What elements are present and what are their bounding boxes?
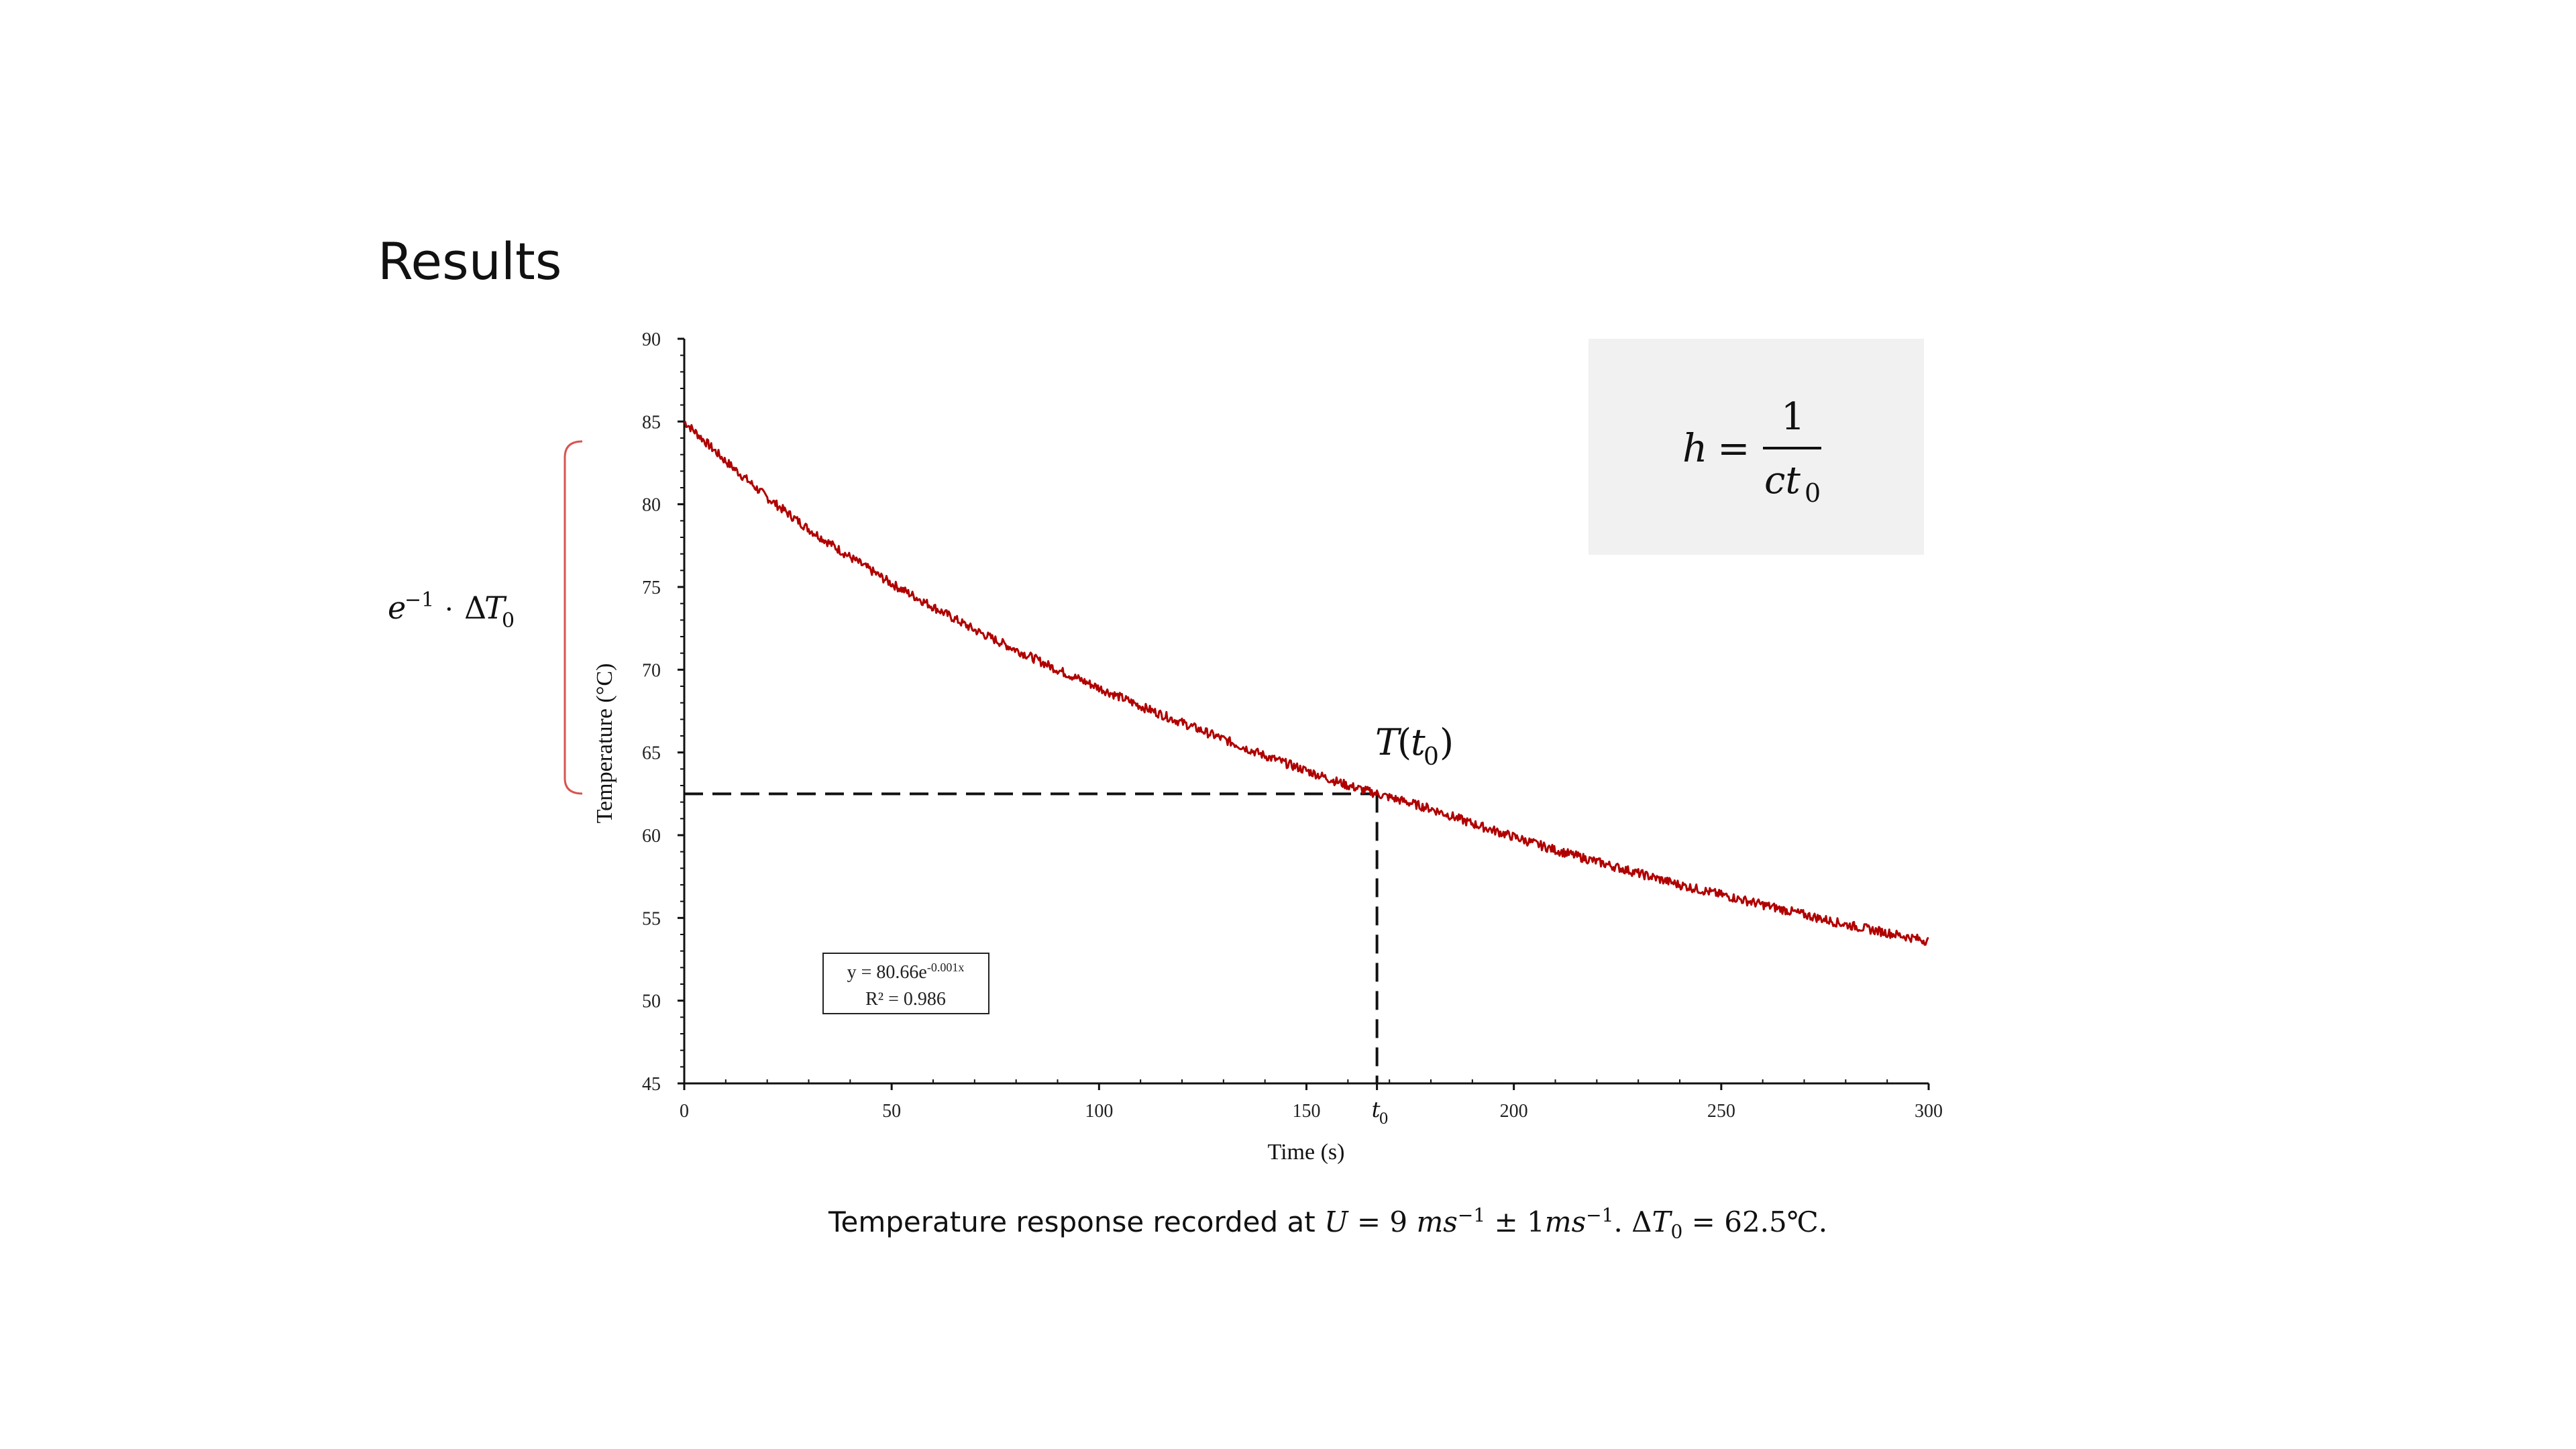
figure-caption: Temperature response recorded at U = 9 m… [828,1204,1828,1243]
x-tick-label-t0: t [1372,1097,1381,1122]
formula-box [1589,339,1924,555]
svg-text:e: e [388,590,406,626]
point-label: T ( t 0 ) [1375,721,1454,771]
x-axis-title: Time (s) [1268,1140,1345,1165]
y-tick-label: 90 [642,329,661,350]
bracket-label: e −1 · Δ T 0 [388,588,515,633]
fit-r2: R² = 0.986 [865,989,946,1010]
x-ticks: 0 50 100 150 t0 200 250 300 [680,1079,1943,1128]
svg-text:1: 1 [1781,395,1805,439]
y-tick-label: 70 [642,660,661,681]
y-tick-label: 45 [642,1074,661,1095]
delta-bracket [564,440,583,795]
svg-text:0: 0 [1424,743,1439,771]
svg-text:−1: −1 [405,588,434,612]
svg-text:T: T [484,590,507,626]
x-tick-label: 0 [680,1101,689,1122]
t0-guides [684,792,1379,1083]
x-tick-label: 300 [1915,1101,1943,1122]
svg-text:Δ: Δ [464,590,486,626]
svg-text:ct: ct [1764,459,1801,502]
y-tick-label: 80 [642,495,661,516]
y-tick-label: 60 [642,826,661,847]
y-tick-label: 85 [642,412,661,433]
svg-text:0: 0 [1805,478,1821,508]
x-tick-label: 200 [1500,1101,1528,1122]
x-tick-label: 150 [1293,1101,1321,1122]
svg-text:(: ( [1397,721,1411,763]
svg-text:h: h [1682,425,1707,471]
formula: h = 1 ct 0 [1682,395,1821,508]
series-line-0 [684,421,1929,946]
y-tick-label: 75 [642,578,661,598]
svg-text:=: = [1717,425,1750,471]
x-tick-label: 250 [1707,1101,1735,1122]
svg-text:T: T [1375,721,1402,763]
y-tick-label: 65 [642,743,661,764]
fit-box [822,953,989,1014]
y-axis-title: Temperature (°C) [592,663,617,824]
slide-title: Results [378,231,562,291]
x-tick-label: 50 [882,1101,901,1122]
x-tick-label-t0-sub: 0 [1379,1111,1389,1128]
svg-text:t: t [1411,721,1426,763]
svg-text:·: · [445,594,453,625]
svg-text:0: 0 [502,609,515,633]
series-layer [684,421,1929,946]
x-tick-label: 100 [1085,1101,1113,1122]
y-ticks: 45 50 55 60 65 70 75 80 85 90 [642,329,684,1095]
y-tick-label: 55 [642,908,661,929]
caption-prefix: Temperature response recorded at [828,1205,1325,1238]
svg-text:): ) [1440,721,1454,763]
y-tick-label: 50 [642,991,661,1012]
